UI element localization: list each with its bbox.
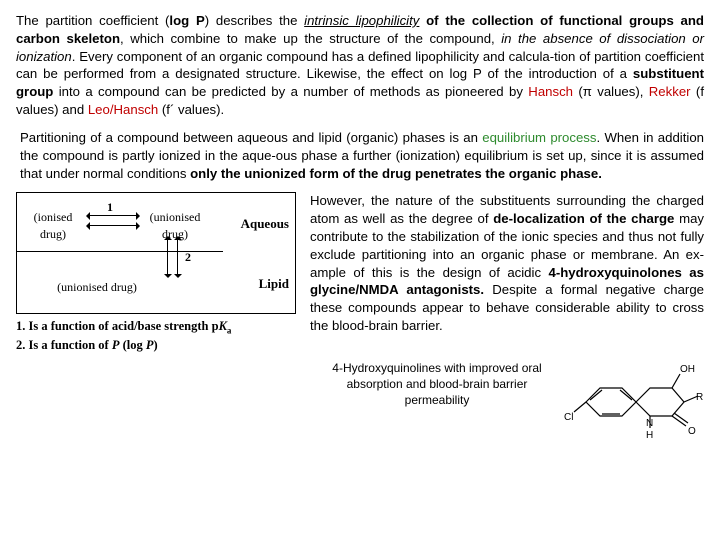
term-equilibrium: equilibrium process [482,130,596,145]
text: The partition coefficient ( [16,13,169,28]
phase-divider [17,251,223,252]
figure-row: Aqueous Lipid (ionised drug) (unionised … [16,192,704,354]
label-unionised-lipid: (unionised drug) [57,279,137,295]
paragraph-3: However, the nature of the substituents … [310,192,704,335]
term-delocalization: de-localization of the charge [493,211,679,226]
name-hansch: Hansch [528,84,573,99]
text: ) [154,338,158,352]
svg-text:Cl: Cl [564,412,573,423]
svg-text:O: O [688,426,696,437]
text: 2. Is a function of [16,338,112,352]
name-rekker: Rekker [649,84,691,99]
name-leo-hansch: Leo/Hansch [88,102,158,117]
text: K [219,319,227,333]
equilibrium-diagram: Aqueous Lipid (ionised drug) (unionised … [16,192,296,354]
arrow-2-label: 2 [185,249,191,265]
text: a [227,326,232,336]
paragraph-1: The partition coefficient (log P) descri… [16,12,704,119]
text: Partitioning of a compound between aqueo… [20,130,482,145]
text: 1. Is a function of acid/base strength p [16,319,219,333]
text: P [146,338,154,352]
diagram-caption-1: 1. Is a function of acid/base strength p… [16,318,296,337]
label-ionised: (ionised drug) [23,209,83,241]
term-intrinsic: intrinsic lipophilicity [304,13,419,28]
structure-row: 4-Hydroxyquinolines with improved oral a… [16,360,704,446]
text-emph: only the unionized form of the drug pene… [190,166,602,181]
structure-caption: 4-Hydroxyquinolines with improved oral a… [322,360,552,409]
text: (π values), [573,84,649,99]
text: of the collection of [419,13,559,28]
text: . Every component of an organic compound… [16,49,704,82]
text: , which combine to make up the structure… [120,31,501,46]
svg-text:OH: OH [680,364,695,375]
text: ) describes the [205,13,304,28]
paragraph-2: Partitioning of a compound between aqueo… [16,129,704,182]
text: into a compound can be predicted by a nu… [59,84,529,99]
chemical-structure-icon: Cl OH R N H O [564,360,704,446]
svg-text:N: N [646,418,653,429]
label-aqueous: Aqueous [241,215,289,233]
svg-text:R: R [696,392,703,403]
diagram-box: Aqueous Lipid (ionised drug) (unionised … [16,192,296,314]
term-logp: log P [169,13,204,28]
arrow-1-label: 1 [107,199,113,215]
svg-text:H: H [646,430,653,441]
arrow-1-bot [87,225,139,226]
arrow-1-top [87,215,139,216]
diagram-caption-2: 2. Is a function of P (log P) [16,337,296,354]
arrow-2-right [177,237,178,277]
arrow-2-left [167,237,168,277]
text: (log [119,338,145,352]
label-lipid: Lipid [259,275,289,293]
text: (f´ values). [158,102,224,117]
